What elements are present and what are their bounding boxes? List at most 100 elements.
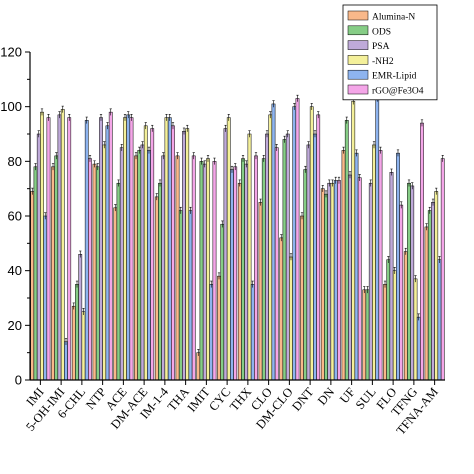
bar [81, 311, 86, 381]
bar [279, 237, 284, 381]
bar [209, 284, 214, 381]
bar-group-dnt [300, 103, 321, 381]
bar [309, 106, 314, 381]
bar [292, 106, 297, 381]
bar [167, 117, 172, 381]
bar [324, 193, 328, 381]
bar [64, 341, 68, 381]
bar [33, 166, 38, 381]
bar [351, 100, 356, 381]
bar [303, 169, 308, 381]
bar [99, 117, 103, 381]
bar [285, 133, 290, 381]
bar [265, 133, 269, 381]
bar [220, 223, 225, 381]
legend-item: ODS [347, 25, 391, 37]
legend-swatch [347, 55, 369, 65]
bar [344, 120, 349, 381]
bar [327, 182, 332, 381]
legend-item: PSA [347, 40, 390, 52]
bar [188, 210, 193, 381]
bar [434, 191, 439, 381]
bar [143, 125, 148, 381]
bar [171, 125, 175, 381]
bar [175, 155, 180, 381]
bar [199, 161, 204, 381]
bar [108, 111, 113, 381]
bar [268, 114, 273, 381]
x-tick-label: DNT [289, 385, 316, 414]
bar-group-imi [30, 108, 51, 381]
bar-group-tha [175, 124, 196, 381]
y-tick-label: 20 [8, 318, 22, 333]
bar [424, 226, 429, 381]
bar [206, 158, 210, 381]
bar [119, 147, 124, 381]
bar [410, 185, 415, 381]
bar [237, 182, 242, 381]
legend-item: EMR-Lipid [347, 69, 417, 82]
bar [123, 117, 127, 381]
bar [196, 352, 201, 381]
y-tick-label: 60 [8, 209, 22, 224]
bar-group-5-oh-imi [51, 105, 72, 381]
bar [217, 275, 221, 381]
bar [320, 188, 325, 381]
bar [75, 284, 79, 381]
bar [241, 158, 245, 381]
bar [313, 133, 317, 381]
bar [154, 196, 159, 381]
bar [102, 144, 107, 381]
legend-label: PSA [372, 42, 390, 52]
bar [185, 128, 190, 381]
bar [212, 161, 217, 381]
bar-group-ntp [92, 108, 113, 381]
bar [223, 128, 228, 381]
bar [357, 177, 362, 381]
bar [129, 117, 134, 381]
bar [226, 117, 231, 381]
y-tick-label: 0 [15, 373, 22, 388]
bar [365, 289, 370, 381]
bar [71, 305, 76, 381]
bar [164, 117, 169, 381]
bar [392, 270, 397, 381]
bar-group-tfna-am [424, 155, 445, 381]
bar [368, 182, 373, 381]
bar [84, 120, 89, 381]
plot-area [30, 94, 445, 381]
bar [386, 259, 391, 381]
x-tick-label: NTP [83, 385, 109, 412]
legend-label: Alumina-N [372, 13, 415, 23]
bar [60, 109, 65, 381]
bar [261, 158, 266, 381]
bar [403, 251, 408, 381]
bar [178, 210, 183, 381]
bar [375, 98, 380, 381]
bar [333, 180, 338, 381]
bar [396, 152, 400, 381]
x-tick-label: SUL [353, 385, 379, 412]
bar-group-6-chl [71, 116, 92, 381]
bar [105, 125, 110, 381]
bar [372, 144, 376, 381]
legend-label: -NH2 [372, 57, 394, 67]
bar [354, 152, 359, 381]
bar-group-dm-clo [279, 94, 300, 381]
bar [413, 278, 418, 381]
bar-group-im-1-4 [154, 114, 175, 381]
bar [348, 174, 352, 381]
bar [202, 163, 207, 381]
x-tick-label: DN [315, 385, 337, 408]
bar [191, 155, 196, 381]
x-tick-label: CYC [206, 385, 233, 414]
bar [416, 316, 421, 381]
legend-swatch [347, 40, 369, 50]
bar [282, 139, 287, 381]
bar-group-ace [113, 111, 134, 381]
bar [43, 215, 48, 381]
bar [274, 147, 279, 381]
bar [258, 202, 263, 381]
legend: Alumina-N ODS PSA -NH2 EMR-Lipid rGO@Fe3O4 [342, 4, 438, 101]
